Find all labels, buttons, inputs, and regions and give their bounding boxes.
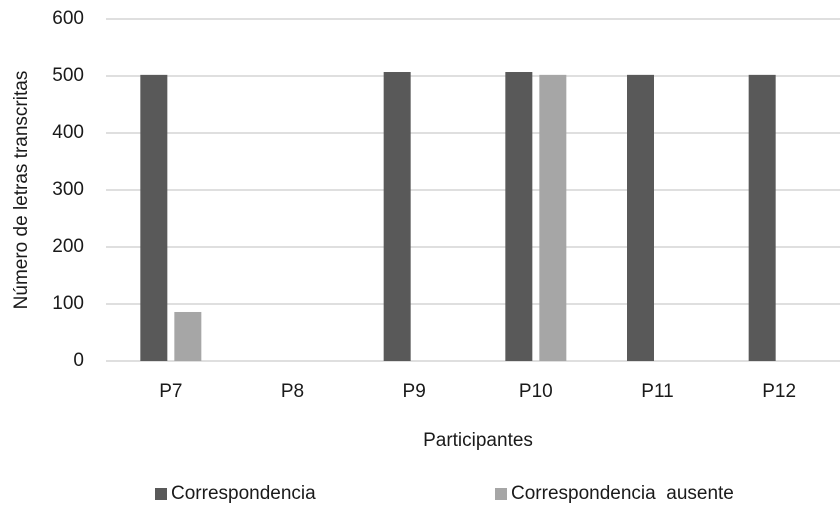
x-tick-label: P10: [519, 381, 553, 402]
y-tick-label: 200: [52, 236, 84, 257]
legend-label: Correspondencia ausente: [511, 483, 734, 504]
bar: [627, 74, 654, 362]
y-tick-label: 0: [73, 350, 84, 371]
x-tick-label: P7: [159, 381, 182, 402]
legend-label: Correspondencia: [171, 483, 316, 504]
legend-swatch: [495, 488, 507, 500]
y-tick-label: 600: [52, 8, 84, 29]
bar: [174, 311, 202, 361]
x-axis-label: Participantes: [423, 430, 533, 451]
x-tick-label: P8: [281, 381, 304, 402]
bar: [383, 72, 411, 361]
y-tick-label: 500: [52, 65, 84, 86]
y-tick-label: 300: [52, 179, 84, 200]
x-tick-label: P9: [403, 381, 426, 402]
legend-swatch: [155, 488, 167, 500]
bar: [748, 74, 776, 362]
y-axis-label: Número de letras transcritas: [11, 71, 32, 310]
bar: [539, 74, 567, 362]
y-tick-label: 400: [52, 122, 84, 143]
y-tick-label: 100: [52, 293, 84, 314]
bar: [505, 72, 533, 361]
x-tick-label: P11: [641, 381, 673, 402]
x-tick-label: P12: [762, 381, 796, 402]
bar: [140, 74, 168, 362]
